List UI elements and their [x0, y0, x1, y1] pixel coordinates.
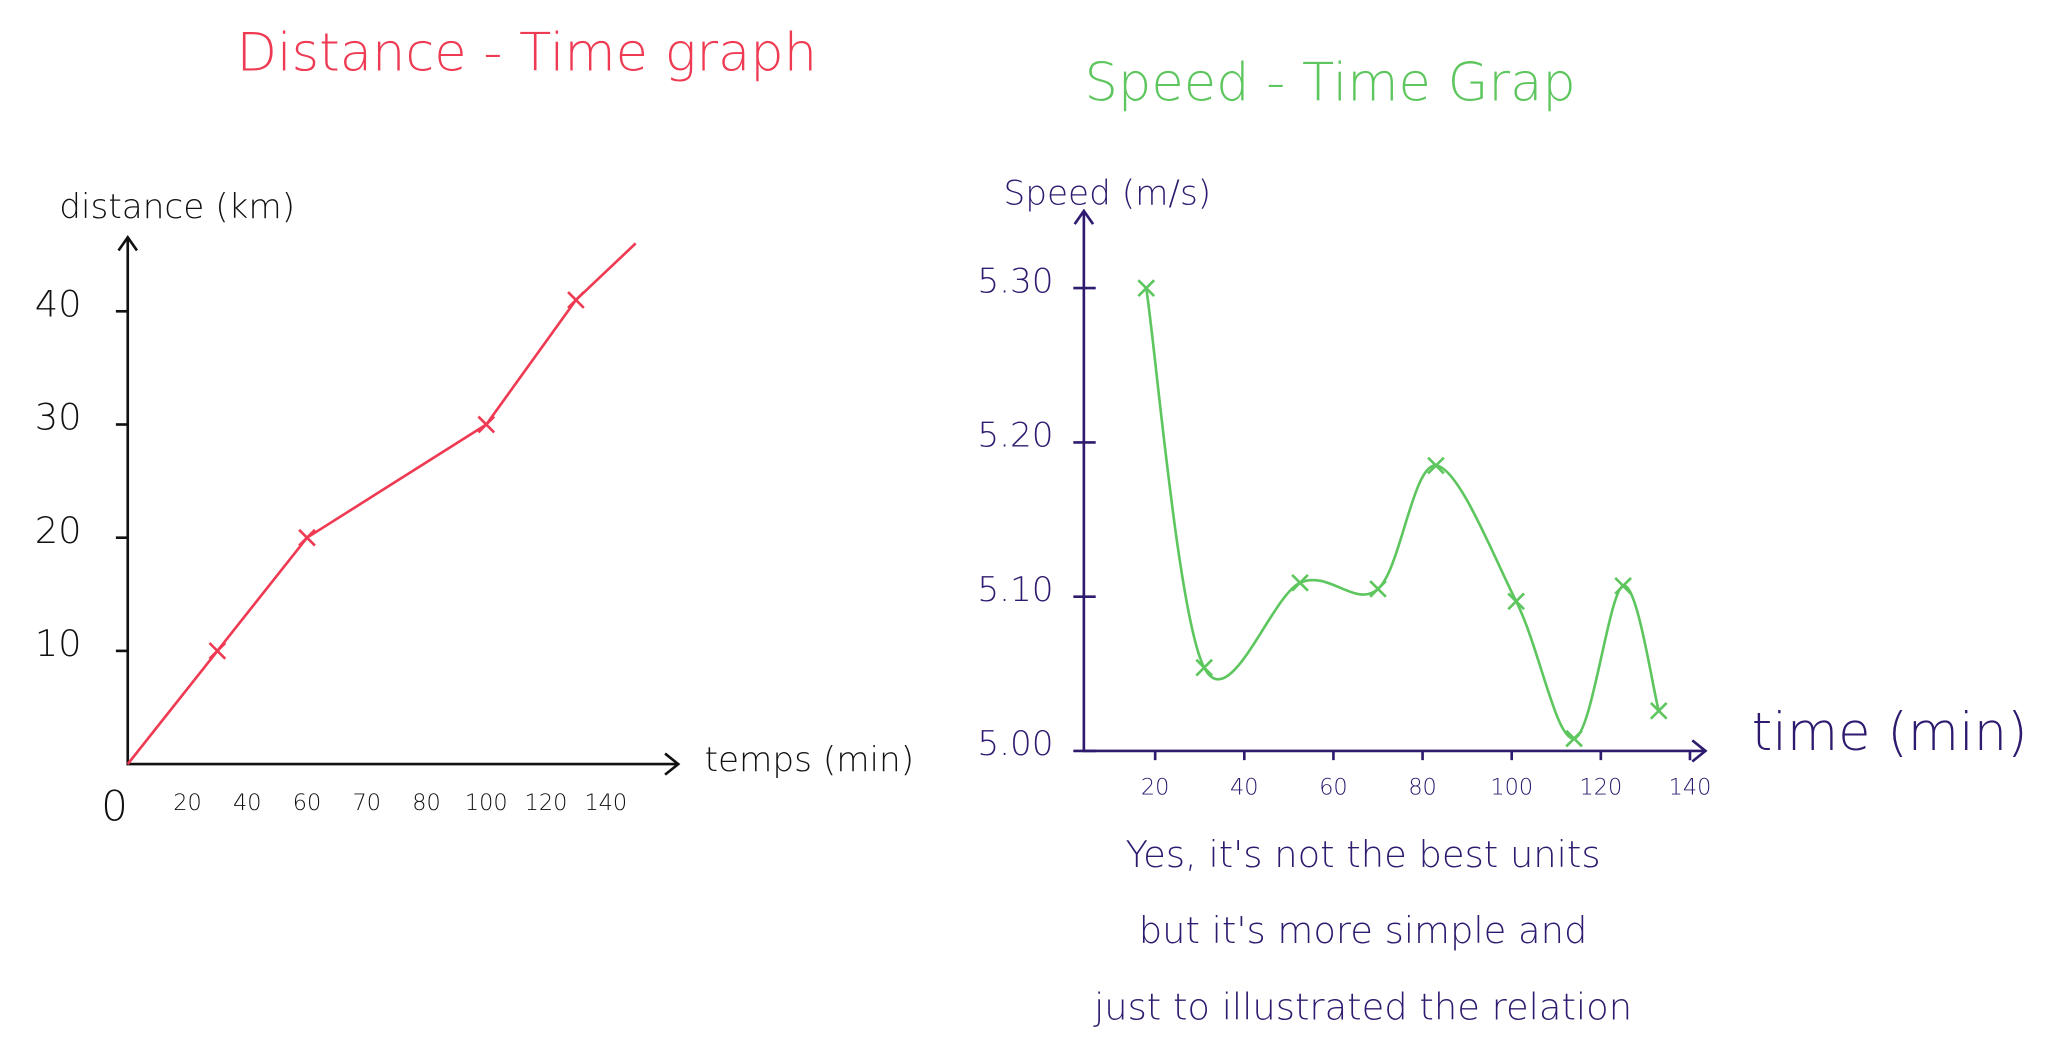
x-arrow: [1691, 739, 1708, 763]
x-tick-label: 20: [173, 790, 201, 816]
y-arrow: [1073, 208, 1095, 225]
chart-title: Speed - Time Grap: [1084, 53, 1575, 114]
y-tick-label: 5.20: [977, 416, 1053, 456]
x-tick-label: 80: [412, 790, 440, 816]
point-marker: [567, 291, 585, 309]
point-marker: [1291, 573, 1309, 592]
x-tick-label: 100: [1490, 774, 1533, 800]
y-tick-label: 5.10: [977, 570, 1053, 610]
x-tick-label: 40: [1230, 774, 1258, 800]
x-tick-label: 120: [525, 790, 568, 816]
y-tick-label: 10: [35, 622, 82, 665]
x-tick-label: 60: [293, 790, 321, 816]
annotation: Yes, it's not the best units: [1126, 833, 1601, 876]
x-tick-label: 100: [465, 790, 508, 816]
y-axis-label: distance (km): [59, 187, 295, 227]
point-marker: [1614, 577, 1632, 595]
y-tick-label: 5.30: [977, 261, 1053, 301]
point-marker: [1507, 592, 1525, 611]
point-marker: [1427, 456, 1445, 475]
x-tick-label: 70: [353, 790, 381, 816]
x-tick-label: 140: [584, 790, 627, 816]
annotation: just to illustrated the relation: [1093, 986, 1632, 1029]
x-tick-label: 20: [1141, 774, 1169, 800]
annotation: but it's more simple and: [1139, 909, 1588, 952]
axes: [126, 237, 679, 766]
y-tick-label: 30: [35, 396, 82, 439]
point-marker: [477, 415, 496, 434]
point-marker: [1649, 701, 1668, 720]
x-tick-label: 140: [1669, 774, 1712, 800]
x-tick-label: 60: [1319, 774, 1347, 800]
point-marker: [298, 528, 316, 547]
series-line: [126, 242, 637, 765]
series-line: [1144, 287, 1661, 740]
y-tick-label: 40: [35, 283, 82, 326]
x-axis-label: temps (min): [705, 740, 915, 780]
point-marker: [1137, 279, 1156, 297]
point-marker: [208, 642, 227, 660]
point-marker: [1369, 580, 1387, 598]
y-arrow: [117, 235, 139, 252]
x-tick-label: 40: [233, 790, 261, 816]
x-arrow: [664, 752, 681, 776]
axes: [1082, 210, 1706, 753]
chart-title: Distance - Time graph: [236, 22, 817, 83]
y-axis-label: Speed (m/s): [1004, 174, 1212, 214]
x-tick-label: 0: [101, 781, 128, 830]
y-tick-label: 20: [35, 509, 82, 552]
x-tick-label: 120: [1579, 774, 1622, 800]
x-tick-label: 80: [1408, 774, 1436, 800]
x-axis-label: time (min): [1752, 702, 2028, 763]
point-marker: [1195, 658, 1214, 677]
y-tick-label: 5.00: [977, 724, 1053, 764]
point-marker: [1565, 729, 1583, 748]
